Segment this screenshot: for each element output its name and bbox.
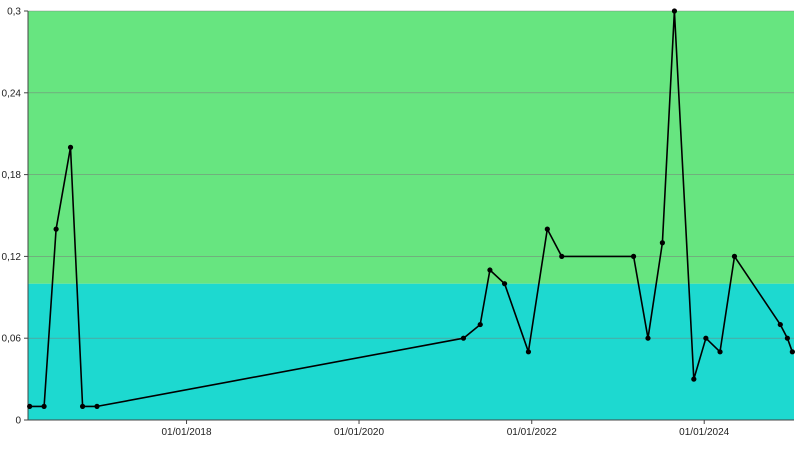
data-point-0-2 — [53, 226, 59, 232]
axes-layer: 0 0,06 0,12 0,18 0,24 0,3 01/01/2018 01/01/2020… — [2, 7, 794, 438]
data-point-0-14 — [645, 335, 651, 341]
tick-label-y-3: 0,18 — [2, 170, 22, 181]
data-point-0-12 — [559, 253, 565, 259]
band-1 — [28, 11, 794, 284]
tick-label-y-5: 0,3 — [7, 7, 21, 18]
tick-label-y-2: 0,12 — [2, 252, 22, 263]
data-point-0-13 — [630, 253, 637, 259]
data-point-0-15 — [659, 240, 665, 246]
data-point-0-7 — [477, 321, 483, 328]
band-0 — [28, 283, 794, 420]
bands-layer — [28, 11, 794, 420]
data-point-0-19 — [717, 349, 723, 355]
tick-label-x-1: 01/01/2020 — [334, 427, 384, 438]
data-point-0-6 — [460, 335, 467, 341]
data-point-0-0 — [27, 403, 33, 409]
data-point-0-16 — [671, 8, 678, 14]
tick-label-x-2: 01/01/2022 — [507, 427, 557, 438]
series-layer — [29, 10, 794, 408]
tick-label-y-1: 0,06 — [2, 334, 22, 345]
data-point-0-20 — [731, 253, 738, 259]
data-point-0-18 — [703, 335, 709, 341]
data-point-0-17 — [691, 376, 697, 382]
data-point-0-10 — [525, 349, 532, 355]
data-point-0-5 — [94, 403, 100, 409]
data-point-0-1 — [41, 403, 47, 409]
data-point-0-3 — [67, 144, 74, 150]
tick-label-x-3: 01/01/2024 — [679, 427, 729, 438]
points-layer — [27, 8, 795, 409]
data-point-0-21 — [777, 321, 783, 328]
data-point-0-9 — [501, 281, 508, 287]
data-point-0-8 — [487, 267, 493, 273]
series-line-0 — [29, 10, 794, 408]
data-point-0-23 — [789, 349, 795, 355]
data-point-0-22 — [784, 335, 790, 341]
tick-label-y-4: 0,24 — [2, 88, 22, 99]
data-point-0-11 — [544, 226, 550, 232]
tick-label-x-0: 01/01/2018 — [162, 427, 212, 438]
data-point-0-4 — [79, 403, 86, 409]
tick-label-y-0: 0 — [15, 416, 21, 427]
gridlines-layer — [28, 10, 794, 339]
